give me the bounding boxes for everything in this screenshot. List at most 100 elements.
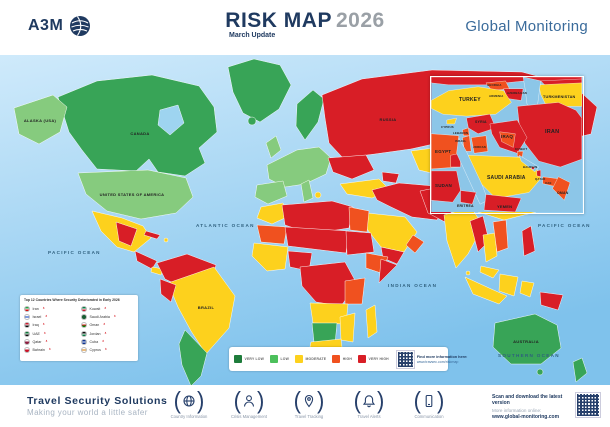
top-country-item: UAE ▲ bbox=[24, 329, 77, 337]
flag-icon bbox=[24, 330, 30, 337]
crisis-management-icon bbox=[243, 395, 255, 407]
country-italy bbox=[300, 179, 314, 203]
flag-icon bbox=[81, 313, 87, 320]
country-information-icon bbox=[183, 395, 195, 407]
flag-icon bbox=[81, 330, 87, 337]
country-greece bbox=[314, 191, 322, 199]
header: A3M RISK MAP 2026 March Update Global Mon… bbox=[0, 0, 610, 55]
country-tasmania bbox=[536, 368, 544, 376]
country-scandinavia bbox=[295, 89, 325, 141]
region-east-africa bbox=[344, 277, 366, 305]
risk-up-arrow: ▲ bbox=[104, 330, 107, 335]
country-usa bbox=[77, 169, 194, 220]
service-travel-alerts: ( ) Travel Alerts bbox=[353, 386, 385, 419]
flag-icon bbox=[81, 322, 87, 329]
country-canada bbox=[57, 74, 218, 177]
country-somalia bbox=[378, 258, 398, 284]
inset-label: CYPRUS bbox=[441, 125, 454, 129]
map-label-usa: UNITED STATES OF AMERICA bbox=[100, 192, 165, 197]
country-sulawesi bbox=[519, 280, 535, 298]
top-country-item: Bahrain ▲ bbox=[24, 346, 77, 354]
scan-block: Scan and download the latest version Mor… bbox=[492, 394, 572, 420]
flag-icon bbox=[24, 322, 30, 329]
country-mozambique bbox=[339, 312, 356, 343]
ocean-label-southern: SOUTHERN OCEAN bbox=[498, 353, 560, 358]
inset-label: YEMEN bbox=[497, 204, 513, 209]
country-greenland bbox=[227, 58, 292, 123]
legend-item-moderate: MODERATE bbox=[295, 355, 326, 363]
inset-label: ARMENIA bbox=[489, 94, 504, 98]
risk-up-arrow: ▲ bbox=[103, 305, 107, 310]
inset-label: SYRIA bbox=[475, 120, 487, 124]
flag-icon bbox=[81, 338, 87, 345]
risk-up-arrow: ▲ bbox=[113, 313, 117, 318]
legend-item-high: HIGH bbox=[332, 355, 352, 363]
inset-syria bbox=[466, 114, 496, 134]
risk-up-arrow: ▲ bbox=[45, 338, 48, 343]
inset-label: UAE bbox=[545, 181, 552, 185]
brand-title: Travel Security Solutions bbox=[27, 395, 168, 407]
top-country-item: Iraq ▲ bbox=[24, 321, 77, 329]
inset-cyprus bbox=[446, 117, 457, 125]
risk-up-arrow: ▲ bbox=[102, 321, 106, 326]
title-subtitle: March Update bbox=[229, 32, 276, 39]
top-countries-list: Iran ▲ Israel ▲ Iraq ▲ UAE ▲ Qatar ▲ Bahrain ▲… bbox=[24, 305, 134, 355]
legend-item-very-low: VERY LOW bbox=[234, 355, 264, 363]
legend-swatch bbox=[358, 355, 367, 363]
scan-url: www.global-monitoring.com bbox=[492, 414, 560, 420]
country-philippines bbox=[521, 225, 536, 257]
country-chile-argentina bbox=[178, 329, 208, 385]
region-sahel bbox=[284, 226, 350, 254]
service-communication: ( ) Communication bbox=[413, 386, 445, 419]
footer-qr-code bbox=[575, 392, 601, 418]
inset-label: KUWAIT bbox=[515, 147, 528, 151]
top-country-item: Iran ▲ bbox=[24, 305, 77, 313]
risk-up-arrow: ▲ bbox=[101, 338, 105, 343]
top-country-item: Israel ▲ bbox=[24, 313, 77, 321]
inset-eritrea bbox=[460, 190, 477, 205]
legend-swatch bbox=[332, 355, 341, 363]
ocean-label-atlantic: ATLANTIC OCEAN bbox=[196, 223, 255, 228]
country-laos-vietnam bbox=[492, 219, 509, 253]
legend-qr-code bbox=[395, 349, 415, 369]
country-cuba bbox=[143, 230, 161, 240]
country-egypt bbox=[348, 206, 370, 233]
map-label-canada: CANADA bbox=[130, 131, 149, 136]
inset-map-svg bbox=[431, 77, 582, 212]
map-label-brazil: BRAZIL bbox=[198, 305, 215, 310]
country-thailand bbox=[482, 232, 498, 263]
inset-label: TURKMENISTAN bbox=[543, 95, 576, 99]
a3m-logo: A3M bbox=[28, 14, 92, 38]
country-new-zealand bbox=[572, 357, 588, 383]
ocean-label-pacific-west: PACIFIC OCEAN bbox=[48, 250, 101, 255]
global-monitoring-label: Global Monitoring bbox=[465, 18, 588, 35]
inset-label: OMAN bbox=[557, 191, 569, 195]
flag-icon bbox=[24, 338, 30, 345]
risk-up-arrow: ▲ bbox=[44, 313, 48, 318]
communication-icon bbox=[425, 394, 433, 408]
inset-label: ERITREA bbox=[457, 204, 474, 208]
country-papua-new-guinea bbox=[539, 291, 564, 311]
ocean-label-pacific-east: PACIFIC OCEAN bbox=[538, 223, 591, 228]
flag-icon bbox=[24, 313, 30, 320]
map-label-alaska: ALASKA (USA) bbox=[24, 118, 57, 123]
title-block: RISK MAP 2026 March Update bbox=[0, 9, 610, 39]
service-crisis-management: ( ) Crisis Management bbox=[230, 386, 268, 419]
inset-qatar bbox=[536, 169, 541, 177]
a3m-logo-text: A3M bbox=[28, 17, 64, 34]
middle-east-inset-map: TURKEY SYRIA IRAQ IRAN SAUDI ARABIA EGYP… bbox=[430, 76, 584, 214]
country-indonesia-west bbox=[464, 276, 508, 305]
legend-info-title: Find more information here: bbox=[416, 354, 468, 359]
risk-up-arrow: ▲ bbox=[104, 346, 108, 351]
brand-tagline: Making your world a little safer bbox=[27, 408, 148, 417]
country-oman bbox=[405, 234, 425, 254]
legend-info: Find more information here: www.travsec.… bbox=[395, 349, 468, 369]
inset-jordan bbox=[471, 135, 489, 154]
inset-label: SUDAN bbox=[435, 183, 453, 188]
country-sudan bbox=[345, 230, 375, 256]
legend-info-url: www.travsec.com/riskmap bbox=[416, 359, 459, 364]
scan-title: Scan and download the latest version bbox=[492, 394, 563, 406]
country-spain-portugal bbox=[254, 180, 288, 205]
region-western-europe bbox=[266, 146, 332, 188]
